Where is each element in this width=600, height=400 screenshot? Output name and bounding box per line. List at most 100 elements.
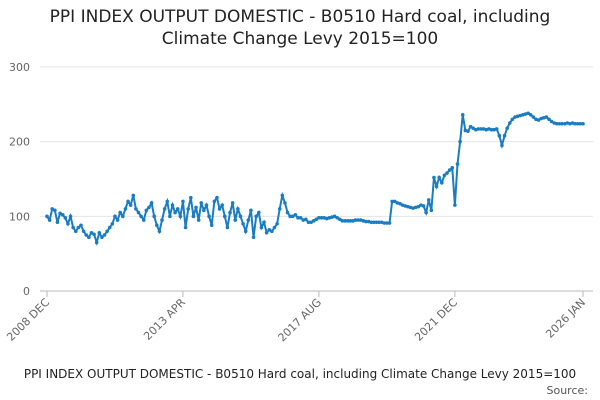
y-tick-label: 300 bbox=[9, 61, 30, 74]
point bbox=[243, 229, 248, 234]
point bbox=[199, 201, 204, 205]
point bbox=[215, 195, 219, 200]
point bbox=[494, 127, 499, 131]
point bbox=[447, 168, 452, 172]
point bbox=[168, 214, 172, 219]
point bbox=[209, 223, 214, 228]
point bbox=[249, 208, 253, 213]
point bbox=[186, 207, 190, 211]
point bbox=[497, 133, 502, 138]
point bbox=[385, 221, 389, 225]
point bbox=[267, 227, 272, 232]
point bbox=[178, 214, 183, 219]
point bbox=[348, 219, 353, 223]
point bbox=[110, 222, 115, 226]
point bbox=[288, 214, 292, 219]
point bbox=[204, 203, 209, 207]
point bbox=[165, 199, 170, 204]
point bbox=[144, 208, 149, 213]
point bbox=[466, 129, 470, 134]
point bbox=[272, 225, 277, 230]
point bbox=[53, 208, 57, 213]
point bbox=[442, 173, 447, 178]
x-tick-label: 2026 JAN bbox=[543, 296, 588, 341]
point bbox=[202, 208, 206, 213]
point bbox=[238, 214, 243, 219]
point bbox=[89, 230, 94, 235]
point bbox=[432, 175, 436, 180]
point bbox=[445, 171, 449, 175]
point bbox=[60, 213, 65, 217]
point bbox=[128, 203, 133, 207]
point bbox=[220, 203, 224, 207]
point bbox=[557, 121, 562, 126]
point bbox=[275, 222, 279, 226]
point bbox=[107, 225, 112, 230]
point bbox=[387, 221, 392, 225]
point bbox=[311, 219, 316, 223]
point bbox=[121, 214, 125, 219]
point bbox=[437, 175, 441, 180]
point bbox=[421, 204, 426, 208]
point bbox=[94, 240, 99, 245]
point bbox=[434, 184, 439, 189]
point bbox=[500, 143, 504, 148]
point bbox=[97, 230, 102, 235]
point bbox=[298, 216, 303, 220]
point bbox=[392, 199, 397, 204]
point bbox=[306, 220, 311, 225]
point bbox=[372, 220, 376, 225]
legend-label: PPI INDEX OUTPUT DOMESTIC - B0510 Hard c… bbox=[24, 367, 576, 381]
point bbox=[345, 219, 350, 223]
point bbox=[526, 111, 530, 116]
point bbox=[510, 117, 515, 122]
point bbox=[262, 220, 266, 225]
y-tick-label: 200 bbox=[9, 136, 30, 149]
point bbox=[149, 201, 154, 205]
point bbox=[377, 220, 381, 225]
point bbox=[277, 207, 282, 211]
point bbox=[293, 213, 298, 217]
point bbox=[317, 216, 321, 220]
point bbox=[476, 127, 481, 131]
point bbox=[531, 115, 536, 119]
point bbox=[505, 126, 509, 131]
point bbox=[578, 121, 583, 126]
point bbox=[356, 218, 360, 222]
point bbox=[63, 216, 68, 220]
point bbox=[254, 214, 258, 219]
point bbox=[340, 219, 345, 223]
point bbox=[390, 199, 394, 204]
point bbox=[429, 208, 434, 213]
point bbox=[374, 220, 379, 225]
point bbox=[547, 117, 551, 122]
point bbox=[573, 121, 577, 126]
point bbox=[296, 216, 300, 220]
point bbox=[173, 210, 177, 215]
point bbox=[246, 218, 251, 222]
point bbox=[353, 218, 358, 222]
point bbox=[560, 121, 564, 126]
point bbox=[544, 115, 549, 119]
point bbox=[468, 124, 473, 129]
point bbox=[236, 207, 240, 211]
point bbox=[222, 214, 227, 219]
point bbox=[66, 222, 70, 226]
point bbox=[45, 214, 49, 219]
point bbox=[382, 221, 387, 225]
point bbox=[304, 217, 308, 222]
chart-title: PPI INDEX OUTPUT DOMESTIC - B0510 Hard c… bbox=[49, 7, 551, 49]
point bbox=[136, 210, 141, 215]
point bbox=[228, 210, 232, 215]
point bbox=[251, 235, 256, 240]
point bbox=[575, 121, 580, 126]
point bbox=[458, 139, 462, 144]
point bbox=[147, 205, 151, 210]
point bbox=[175, 207, 180, 211]
y-tick-label: 100 bbox=[9, 210, 30, 223]
point bbox=[332, 214, 337, 219]
x-tick-label: 2013 APR bbox=[141, 296, 188, 343]
point bbox=[581, 121, 585, 126]
point bbox=[424, 210, 428, 215]
